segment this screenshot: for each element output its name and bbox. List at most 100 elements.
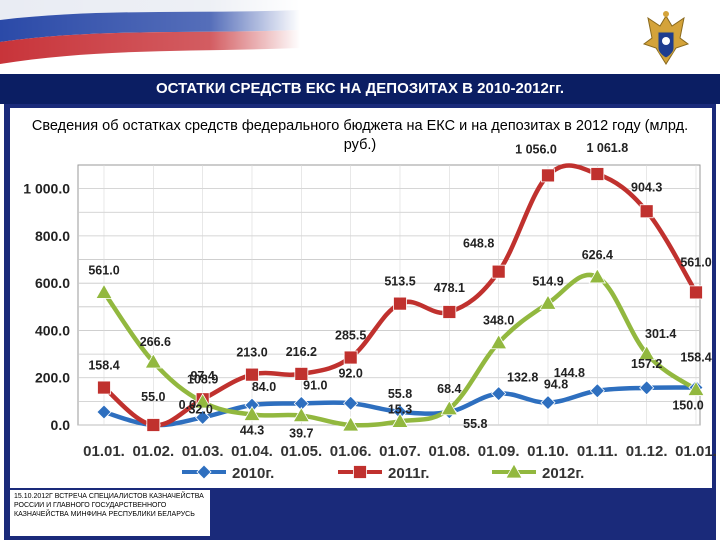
data-label: 92.0 [338,366,362,380]
data-label: 626.4 [582,248,613,262]
x-tick-label: 01.05. [280,443,322,460]
data-point-2-5 [341,416,360,432]
y-tick-label: 600.0 [35,275,70,291]
treasury-emblem [638,8,694,72]
data-point-2-6 [391,412,409,428]
x-tick-label: 01.12. [626,443,668,460]
data-label: 94.8 [544,378,568,392]
data-point-2-0 [95,283,113,299]
data-label: 904.3 [631,180,662,194]
data-point-1-6 [393,296,407,311]
x-tick-label: 01.11. [577,443,618,460]
x-tick-label: 01.03. [182,443,224,460]
data-point-0-8 [491,386,507,402]
data-label: 514.9 [532,274,563,288]
data-label: 285.5 [335,329,366,343]
data-point-0-11 [639,380,655,396]
data-point-2-4 [292,406,311,423]
y-tick-label: 1 000.0 [23,181,70,197]
x-tick-label: 01.10. [527,443,569,460]
data-point-2-7 [440,400,459,416]
data-point-0-9 [540,395,556,411]
data-point-2-8 [489,333,508,350]
chart-title: Сведения об остатках средств федеральног… [31,118,689,153]
y-tick-label: 0.0 [51,417,71,433]
x-tick-label: 01.02. [132,443,174,460]
x-tick-label: 01.01. [83,443,125,460]
data-label: 1 061.8 [586,141,628,155]
data-label: 216.2 [286,345,317,359]
legend-label-2: 2012г. [542,465,584,482]
data-point-1-11 [639,204,654,219]
data-label: 0.0 [179,398,196,412]
legend-label-0: 2010г. [232,465,274,482]
y-tick-label: 400.0 [35,322,70,338]
data-label: 132.8 [507,371,538,385]
data-label: 301.4 [645,327,676,341]
data-point-2-3 [243,405,261,421]
legend-marker-2 [505,463,523,479]
data-label: 158.4 [88,359,119,373]
data-point-1-0 [97,380,111,395]
data-label: 561.0 [88,263,119,277]
data-label: 68.4 [437,382,461,396]
flag-decoration [0,0,300,70]
data-point-2-2 [193,393,212,409]
y-tick-label: 200.0 [35,370,70,386]
data-label: 15.3 [388,402,412,416]
data-label: 32.0 [188,402,212,416]
data-point-0-0 [96,404,112,420]
data-point-2-10 [588,268,607,284]
x-tick-label: 01.08. [428,443,470,460]
x-tick-label: 01.01. [675,443,717,460]
data-point-2-12 [687,380,705,396]
data-label: 157.2 [631,357,662,371]
data-point-1-4 [294,366,309,381]
data-label: 55.8 [388,387,412,401]
data-point-0-2 [195,409,211,426]
data-label: 561.0 [680,255,711,269]
data-label: 266.6 [140,335,171,349]
x-tick-label: 01.07. [379,443,421,460]
data-label: 97.4 [190,369,214,383]
data-label: 513.5 [384,275,415,289]
data-point-1-5 [343,350,358,365]
data-point-1-7 [442,305,457,319]
data-label: 158.4 [680,351,711,365]
data-point-1-3 [245,367,259,382]
data-label: 213.0 [236,346,267,360]
data-label: 648.8 [463,237,494,251]
data-point-2-11 [637,344,656,361]
legend-label-1: 2011г. [388,465,429,482]
data-label: 55.8 [463,417,487,431]
data-point-2-9 [539,294,557,310]
legend-marker-0 [196,464,212,480]
data-point-1-9 [541,168,555,183]
page-title: ОСТАТКИ СРЕДСТВ ЕКС НА ДЕПОЗИТАХ В 2010-… [0,74,720,104]
data-label: 84.0 [252,380,276,394]
data-label: 91.0 [303,378,327,392]
data-label: 348.0 [483,314,514,328]
data-label: 108.9 [187,372,218,386]
data-point-1-1 [146,418,161,432]
footer-box [10,490,210,536]
x-tick-label: 01.04. [231,443,273,460]
x-tick-label: 01.06. [330,443,372,460]
data-label: 44.3 [240,424,264,438]
x-tick-label: 01.09. [478,443,520,460]
data-point-0-5 [343,395,359,411]
data-point-1-12 [689,285,703,300]
data-label: 1 056.0 [515,142,557,156]
data-point-1-8 [491,264,506,279]
data-label: 150.0 [672,399,703,413]
data-point-2-1 [144,353,163,369]
data-point-1-10 [590,167,605,181]
legend-marker-1 [353,465,367,479]
data-label: 144.8 [554,366,585,380]
data-label: 39.7 [289,427,313,441]
y-tick-label: 800.0 [35,228,70,244]
data-label: 478.1 [434,281,465,295]
data-point-0-10 [589,383,605,399]
data-label: 55.0 [141,390,165,404]
